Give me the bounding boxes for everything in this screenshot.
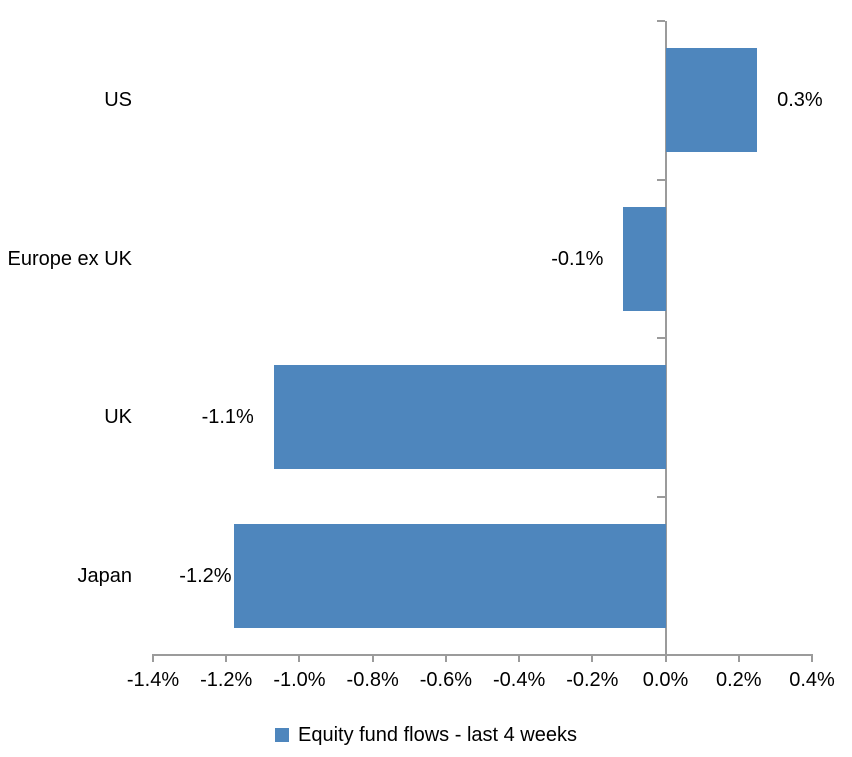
bar-japan xyxy=(233,523,666,628)
x-tick-label: 0.0% xyxy=(642,669,689,691)
x-axis-tick xyxy=(225,655,228,662)
bar-us xyxy=(665,48,758,153)
x-axis-tick xyxy=(371,655,374,662)
x-tick-label: -0.4% xyxy=(492,669,546,691)
x-axis-tick xyxy=(518,655,521,662)
y-axis-tick xyxy=(656,20,665,22)
bar-europe-ex-uk xyxy=(623,206,666,311)
x-tick-label: -1.2% xyxy=(200,669,253,691)
x-tick-label: 0.2% xyxy=(715,669,762,691)
x-axis-tick xyxy=(591,655,594,662)
legend: Equity fund flows - last 4 weeks xyxy=(0,721,852,749)
y-axis-tick xyxy=(656,495,665,498)
category-label-europe-ex-uk: Europe ex UK xyxy=(7,247,132,270)
x-tick-label: -0.6% xyxy=(419,669,472,691)
data-label-uk: -1.1% xyxy=(201,406,254,429)
data-label-us: 0.3% xyxy=(777,89,823,112)
y-axis-tick xyxy=(656,178,665,181)
x-axis-tick xyxy=(811,655,813,662)
x-tick-label: -0.8% xyxy=(346,669,399,691)
legend-swatch-icon xyxy=(274,728,289,742)
x-tick-label: 0.4% xyxy=(789,669,835,691)
data-label-europe-ex-uk: -0.1% xyxy=(551,247,604,270)
bar-uk xyxy=(273,365,666,470)
x-axis-line xyxy=(152,654,813,656)
x-axis-tick xyxy=(444,655,447,662)
x-tick-label: -0.2% xyxy=(566,669,619,691)
x-tick-label: -1.0% xyxy=(273,669,326,691)
x-tick-label: -1.4% xyxy=(126,669,180,691)
y-axis-tick xyxy=(656,337,665,339)
x-axis-tick xyxy=(152,655,154,662)
category-label-us: US xyxy=(104,89,132,112)
y-axis-zero-line xyxy=(664,21,667,662)
data-label-japan: -1.2% xyxy=(179,564,232,587)
x-axis-tick xyxy=(737,655,740,662)
category-label-uk: UK xyxy=(104,406,132,429)
legend-label: Equity fund flows - last 4 weeks xyxy=(297,723,577,746)
category-label-japan: Japan xyxy=(77,564,133,587)
x-axis-tick xyxy=(298,655,301,662)
